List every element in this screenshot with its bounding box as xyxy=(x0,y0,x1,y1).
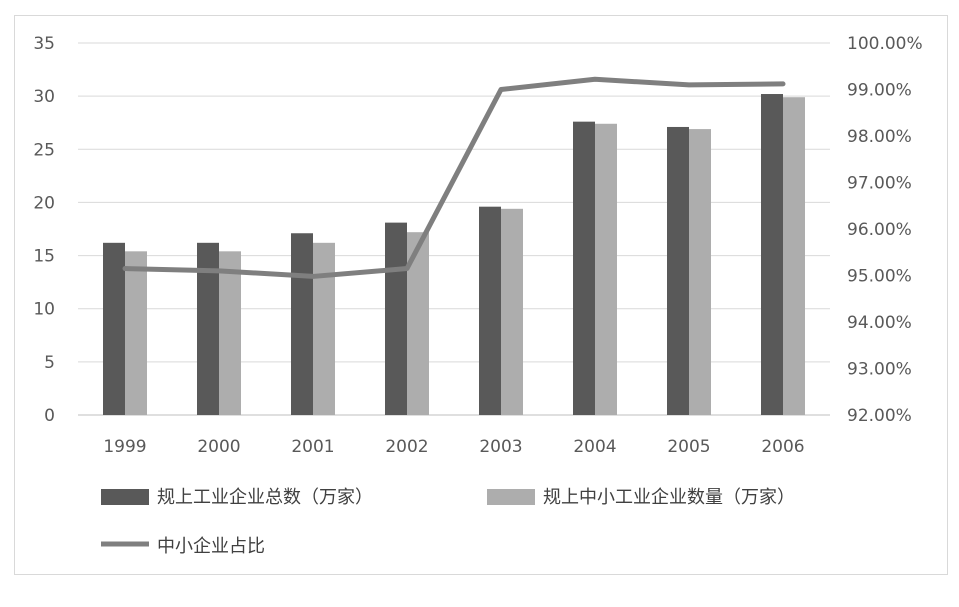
y-tick-label: 0 xyxy=(44,406,55,426)
bar xyxy=(573,121,595,415)
y2-tick-label: 95.00% xyxy=(847,267,912,287)
x-tick-label: 2002 xyxy=(385,437,428,457)
y2-tick-label: 99.00% xyxy=(847,81,912,101)
y2-tick-label: 100.00% xyxy=(847,34,923,54)
x-tick-label: 2004 xyxy=(573,437,616,457)
y-tick-label: 10 xyxy=(33,300,55,320)
ratio-line xyxy=(122,76,786,279)
y-tick-label: 35 xyxy=(33,34,55,54)
y2-tick-label: 98.00% xyxy=(847,127,912,147)
bar xyxy=(219,251,241,415)
bar xyxy=(479,206,501,415)
bar xyxy=(197,242,219,415)
x-tick-label: 2001 xyxy=(291,437,334,457)
y-tick-label: 25 xyxy=(33,140,55,160)
y2-tick-label: 93.00% xyxy=(847,360,912,380)
x-tick-label: 2003 xyxy=(479,437,522,457)
ratio-line-path xyxy=(122,76,786,279)
bar xyxy=(313,242,335,415)
right-axis-ticks: 92.00% 93.00% 94.00% 95.00% 96.00% 97.00% 98.0… xyxy=(847,34,923,426)
legend-item-sme: 规上中小工业企业数量（万家） xyxy=(487,487,795,508)
bar xyxy=(103,242,125,415)
bars xyxy=(103,94,805,416)
legend: 规上工业企业总数（万家） 规上中小工业企业数量（万家） 中小企业占比 xyxy=(101,487,795,557)
bar xyxy=(595,123,617,415)
bar xyxy=(125,251,147,415)
y2-tick-label: 94.00% xyxy=(847,313,912,333)
bar xyxy=(667,126,689,416)
y-tick-label: 5 xyxy=(44,353,55,373)
y-tick-label: 20 xyxy=(33,193,55,213)
y2-tick-label: 96.00% xyxy=(847,220,912,240)
x-tick-label: 2000 xyxy=(197,437,240,457)
x-tick-label: 1999 xyxy=(103,437,146,457)
y2-tick-label: 97.00% xyxy=(847,174,912,194)
legend-label-ratio: 中小企业占比 xyxy=(157,536,265,557)
gridlines xyxy=(78,42,830,416)
y-tick-label: 30 xyxy=(33,87,55,107)
x-tick-label: 2005 xyxy=(667,437,710,457)
bar xyxy=(761,94,783,415)
bar xyxy=(783,97,805,415)
legend-swatch-total xyxy=(101,489,149,505)
bar xyxy=(501,208,523,415)
legend-item-total: 规上工业企业总数（万家） xyxy=(101,487,373,508)
bar xyxy=(385,222,407,415)
y2-tick-label: 92.00% xyxy=(847,406,912,426)
legend-item-ratio: 中小企业占比 xyxy=(101,536,265,557)
y-tick-label: 15 xyxy=(33,247,55,267)
legend-label-sme: 规上中小工业企业数量（万家） xyxy=(543,487,795,508)
legend-label-total: 规上工业企业总数（万家） xyxy=(157,487,373,508)
x-axis-ticks: 1999 2000 2001 2002 2003 2004 2005 2006 xyxy=(103,437,804,457)
left-axis-ticks: 0 5 10 15 20 25 30 35 xyxy=(33,34,55,426)
bar xyxy=(291,233,313,415)
x-tick-label: 2006 xyxy=(761,437,804,457)
bar xyxy=(407,232,429,415)
bar xyxy=(689,129,711,415)
legend-swatch-sme xyxy=(487,489,535,505)
